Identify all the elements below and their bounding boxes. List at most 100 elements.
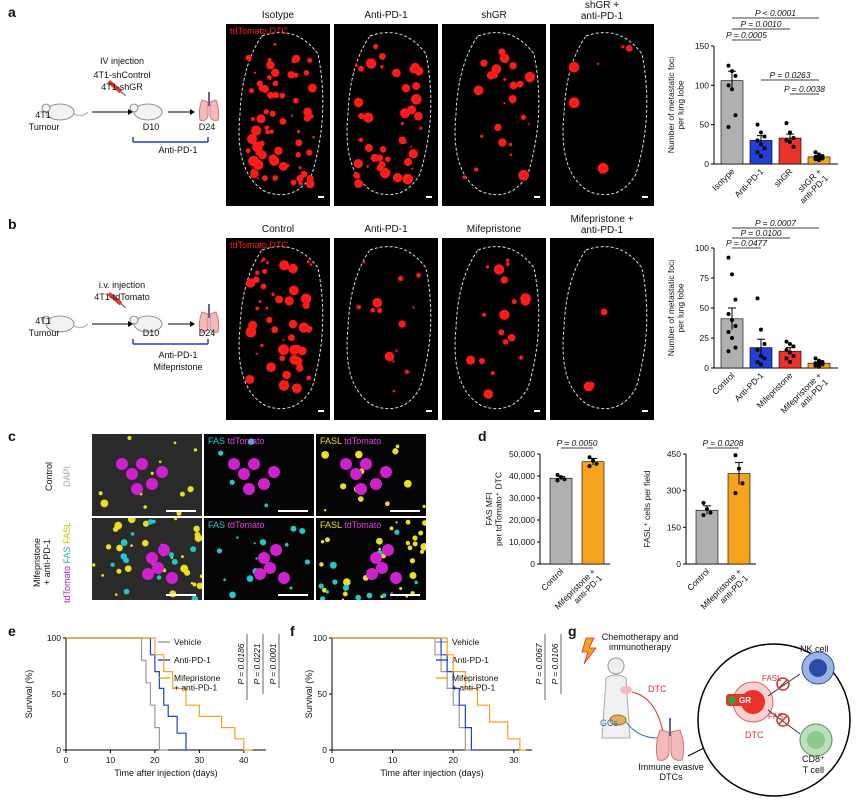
data-point	[726, 63, 731, 68]
image-header: shGR	[481, 10, 507, 21]
y-axis-label: FAS MFIper tdTomato⁺ DTC	[484, 472, 503, 546]
fluorescence-micrograph: FAS tdTomato	[204, 434, 314, 516]
fluorescence-micrograph: FAS tdTomato	[204, 518, 314, 600]
tumour-focus	[269, 155, 280, 166]
panel-c-channel-label: tdTomato FAS FASL	[62, 520, 76, 604]
tumour-focus	[500, 276, 509, 284]
panel-c-row-label-control: Control	[44, 461, 54, 491]
data-point	[762, 146, 767, 151]
g-fasl-label: FASL	[762, 674, 782, 683]
tumour-focus	[245, 278, 256, 288]
data-point	[817, 158, 821, 163]
y-tick-label: 100	[695, 80, 709, 90]
tumour-focus	[410, 145, 413, 148]
fasl-signal	[180, 555, 184, 559]
tumour-focus	[260, 84, 270, 93]
scale-bar	[278, 510, 308, 512]
p-value-label: P = 0.0106	[550, 643, 560, 684]
fasl-signal	[169, 590, 177, 598]
panel-label-e: e	[8, 623, 16, 639]
fasl-signal	[319, 562, 324, 567]
scale-bar	[642, 196, 648, 198]
scale-bar	[642, 410, 648, 412]
tumour-focus	[412, 82, 421, 91]
x-tick-label: Anti-PD-1	[732, 166, 765, 199]
fasl-signal	[409, 572, 417, 580]
fasl-signal	[355, 450, 363, 459]
y-axis-label: Survival (%)	[304, 670, 314, 719]
fasl-signal	[385, 501, 390, 507]
scale-bar	[426, 410, 432, 412]
image-header: Anti-PD-1	[364, 224, 408, 235]
panel-c-dapi-label: DAPI	[62, 465, 72, 487]
x-tick-label: 40	[239, 755, 249, 765]
fas-signal	[318, 583, 324, 589]
tumour-focus	[245, 148, 251, 154]
fasl-signal	[392, 448, 399, 455]
data-point	[594, 461, 599, 466]
schematic-b-tumour-b: Tumour	[28, 328, 60, 338]
y-tick-label: 450	[667, 449, 681, 459]
tumour-focus	[245, 375, 255, 384]
tumour-focus	[372, 297, 383, 308]
fas-signal	[247, 438, 255, 445]
tumour-focus	[295, 139, 303, 147]
data-point	[755, 296, 760, 301]
data-point	[791, 136, 796, 141]
tumour-focus	[307, 57, 313, 63]
tumour-focus	[279, 117, 287, 125]
tumour-focus	[419, 126, 423, 130]
lung-micrograph	[550, 24, 654, 206]
fluorescence-micrograph	[92, 434, 202, 516]
fluorescence-drawing	[218, 438, 308, 512]
tdtomato-signal	[390, 572, 402, 584]
x-tick-label: 20	[150, 755, 160, 765]
y-tick-label: 25	[700, 333, 710, 343]
tumour-focus	[250, 116, 255, 122]
fas-signal	[342, 584, 350, 591]
block-icon	[776, 677, 790, 691]
tumour-focus	[302, 301, 310, 310]
p-value-label: P < 0.0001	[755, 8, 796, 18]
y-tick-label: 75	[700, 273, 710, 283]
fluorescence-drawing	[92, 515, 204, 603]
g-gcs-label: GCs	[600, 718, 618, 728]
tumour-focus	[409, 65, 418, 74]
lung-micrograph	[442, 24, 546, 206]
data-point	[730, 272, 734, 277]
data-point	[733, 345, 738, 350]
channel-name: FAS	[208, 520, 228, 530]
p-value-label: P = 0.0221	[252, 643, 262, 684]
tumour-focus	[366, 165, 370, 168]
data-point	[820, 156, 825, 161]
data-point	[759, 130, 763, 135]
x-tick-label: 30	[195, 755, 205, 765]
tumour-focus	[256, 114, 266, 124]
scale-bar	[390, 510, 420, 512]
fasl-signal	[405, 519, 411, 525]
survival-curve	[66, 637, 191, 751]
tumour-focus	[353, 97, 364, 108]
nk-cell-icon	[801, 651, 835, 685]
fasl-signal	[378, 547, 381, 551]
fas-signal	[246, 575, 254, 582]
data-point	[733, 297, 738, 302]
scale-bar	[166, 510, 196, 512]
fasl-signal	[343, 578, 351, 586]
tumour-focus	[365, 58, 377, 69]
fasl-signal	[130, 544, 133, 547]
lung-micrograph	[550, 238, 654, 420]
schematic-b-line1: 4T1-tdTomato	[94, 292, 150, 302]
fasl-signal	[143, 505, 147, 509]
tumour-focus	[248, 88, 255, 94]
fasl-signal	[150, 471, 154, 475]
tumour-focus	[520, 114, 527, 120]
tumour-focus	[354, 64, 358, 68]
fasl-signal	[321, 451, 330, 459]
fluorescence-drawing	[318, 519, 428, 602]
tumour-focus	[478, 357, 485, 364]
tumour-focus	[527, 122, 530, 125]
fasl-signal	[419, 549, 425, 554]
fasl-signal	[124, 565, 132, 573]
chart-f-survival: 0 50 100 0 10 20 30 Time after injection (days)…	[304, 633, 562, 778]
